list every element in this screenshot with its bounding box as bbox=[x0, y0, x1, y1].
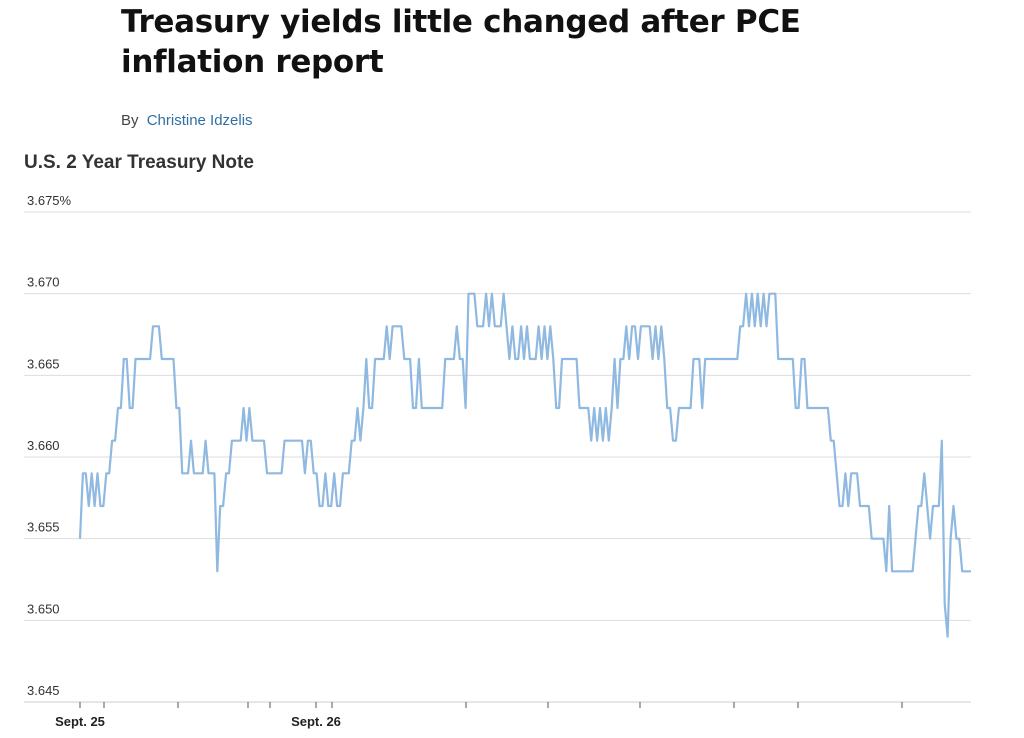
y-tick-label: 3.665 bbox=[27, 356, 60, 371]
y-tick-label: 3.675% bbox=[27, 193, 72, 208]
y-tick-label: 3.655 bbox=[27, 520, 60, 535]
x-tick-label: Sept. 25 bbox=[55, 714, 105, 729]
byline-prefix: By bbox=[121, 112, 139, 129]
byline: By Christine Idzelis bbox=[121, 112, 253, 129]
chart-title: U.S. 2 Year Treasury Note bbox=[24, 152, 254, 173]
y-tick-label: 3.670 bbox=[27, 275, 60, 290]
y-tick-label: 3.660 bbox=[27, 438, 60, 453]
series-line bbox=[78, 292, 971, 638]
y-tick-label: 3.650 bbox=[27, 601, 60, 616]
headline: Treasury yields little changed after PCE… bbox=[121, 4, 801, 80]
author-link[interactable]: Christine Idzelis bbox=[146, 112, 253, 129]
yield-chart: 3.675% 3.670 3.665 3.660 3.655 3.650 3.645 Sept… bbox=[24, 193, 971, 729]
y-tick-label: 3.645 bbox=[27, 683, 60, 698]
x-tick-label: Sept. 26 bbox=[291, 714, 341, 729]
